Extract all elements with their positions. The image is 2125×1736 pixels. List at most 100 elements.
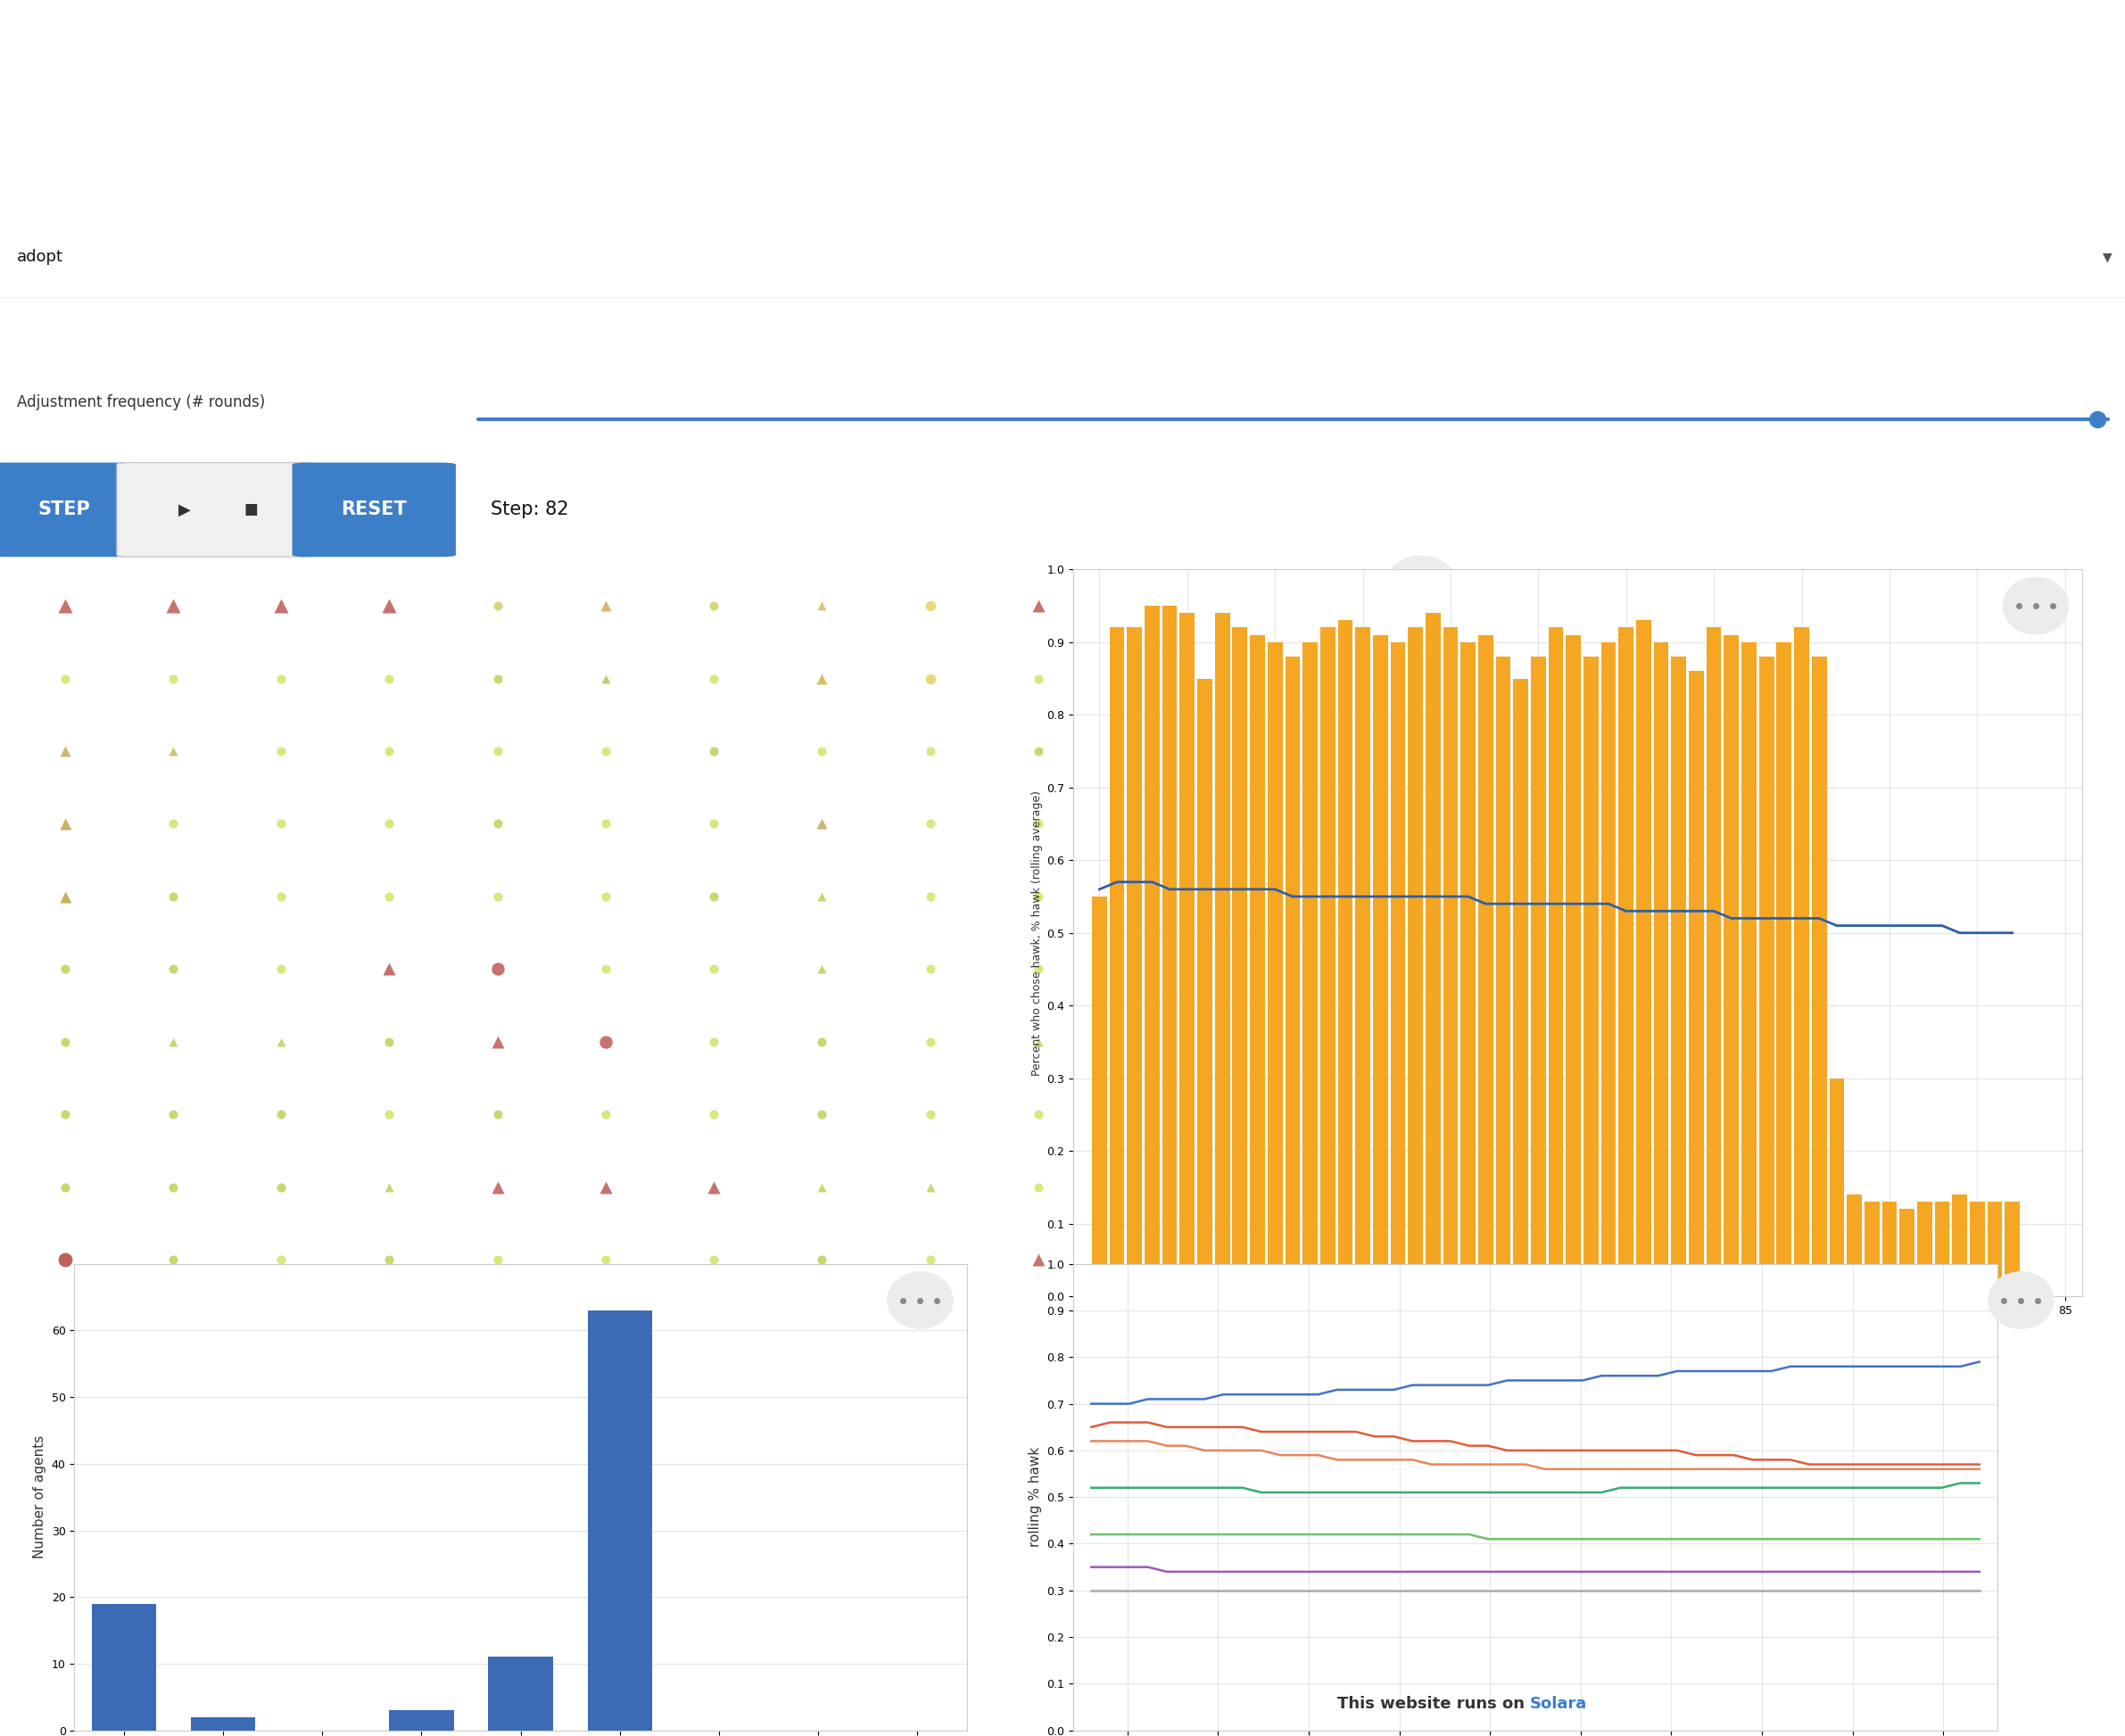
5: [1343, 1561, 1368, 1581]
0: [1760, 1361, 1785, 1382]
1: [1853, 1455, 1878, 1476]
2: [1250, 1439, 1275, 1460]
3: [1192, 1477, 1218, 1498]
0: [1305, 1384, 1330, 1404]
6: [1211, 1580, 1237, 1601]
0: [1400, 1375, 1426, 1396]
Bar: [1813, 656, 1828, 1297]
Bar: [1706, 627, 1721, 1297]
6: [1930, 1580, 1955, 1601]
0: [1891, 1356, 1917, 1377]
5: [1702, 1561, 1728, 1581]
2: [1645, 1458, 1670, 1479]
Bar: [1162, 606, 1177, 1297]
0: [1154, 1389, 1179, 1410]
2: [1532, 1458, 1558, 1479]
1: [1400, 1430, 1426, 1451]
4: [1949, 1529, 1974, 1550]
5: [1192, 1561, 1218, 1581]
6: [1834, 1580, 1859, 1601]
4: [1286, 1524, 1311, 1545]
Bar: [1723, 635, 1738, 1297]
4: [1343, 1524, 1368, 1545]
Y-axis label: rolling % hawk: rolling % hawk: [1028, 1448, 1041, 1547]
5: [1891, 1561, 1917, 1581]
Bar: [1600, 642, 1615, 1297]
0: [1570, 1370, 1596, 1391]
5: [1080, 1557, 1105, 1578]
3: [1420, 1483, 1445, 1503]
3: [1645, 1477, 1670, 1498]
5: [1853, 1561, 1878, 1581]
Text: This website runs on: This website runs on: [1337, 1696, 1530, 1712]
5: [1626, 1561, 1651, 1581]
4: [1721, 1529, 1747, 1550]
0: [1343, 1380, 1368, 1401]
6: [1192, 1580, 1218, 1601]
2: [1305, 1444, 1330, 1465]
Circle shape: [888, 1272, 952, 1328]
Bar: [1583, 656, 1598, 1297]
3: [1266, 1483, 1292, 1503]
4: [1096, 1524, 1122, 1545]
2: [1872, 1458, 1898, 1479]
1: [1362, 1425, 1388, 1446]
5: [1420, 1561, 1445, 1581]
6: [1815, 1580, 1840, 1601]
3: [1721, 1477, 1747, 1498]
6: [1721, 1580, 1747, 1601]
Bar: [1776, 642, 1791, 1297]
6: [1343, 1580, 1368, 1601]
6: [1570, 1580, 1596, 1601]
2: [1834, 1458, 1859, 1479]
4: [1080, 1524, 1105, 1545]
0: [1211, 1384, 1237, 1404]
1: [1494, 1439, 1519, 1460]
1: [1626, 1439, 1651, 1460]
4: [1266, 1524, 1292, 1545]
1: [1702, 1444, 1728, 1465]
1: [1096, 1411, 1122, 1432]
2: [1211, 1439, 1237, 1460]
2: [1400, 1450, 1426, 1470]
4: [1362, 1524, 1388, 1545]
6: [1683, 1580, 1709, 1601]
2: [1173, 1436, 1198, 1457]
0: [1250, 1384, 1275, 1404]
0: [1551, 1370, 1577, 1391]
5: [1211, 1561, 1237, 1581]
4: [1740, 1529, 1766, 1550]
1: [1664, 1439, 1689, 1460]
3: [1551, 1483, 1577, 1503]
Bar: [1109, 627, 1124, 1297]
2: [1420, 1455, 1445, 1476]
Bar: [1266, 642, 1284, 1297]
3: [1930, 1477, 1955, 1498]
5: [1779, 1561, 1804, 1581]
5: [1381, 1561, 1407, 1581]
Bar: [1530, 656, 1545, 1297]
FancyBboxPatch shape: [293, 462, 457, 557]
3: [1796, 1477, 1821, 1498]
2: [1570, 1458, 1596, 1479]
2: [1494, 1455, 1519, 1476]
0: [1796, 1356, 1821, 1377]
5: [1590, 1561, 1615, 1581]
3: [1456, 1483, 1481, 1503]
6: [1949, 1580, 1974, 1601]
0: [1381, 1380, 1407, 1401]
Bar: [1934, 1201, 1949, 1297]
3: [1872, 1477, 1898, 1498]
3: [1683, 1477, 1709, 1498]
1: [1475, 1436, 1500, 1457]
3: [1910, 1477, 1936, 1498]
Text: HAWKDOVE-VARIABLE: HAWKDOVE-VARIABLE: [1071, 155, 1224, 167]
6: [1702, 1580, 1728, 1601]
5: [1645, 1561, 1670, 1581]
1: [1760, 1450, 1785, 1470]
3: [1779, 1477, 1804, 1498]
0: [1834, 1356, 1859, 1377]
4: [1173, 1524, 1198, 1545]
0: [1609, 1364, 1634, 1385]
0: [1910, 1356, 1936, 1377]
